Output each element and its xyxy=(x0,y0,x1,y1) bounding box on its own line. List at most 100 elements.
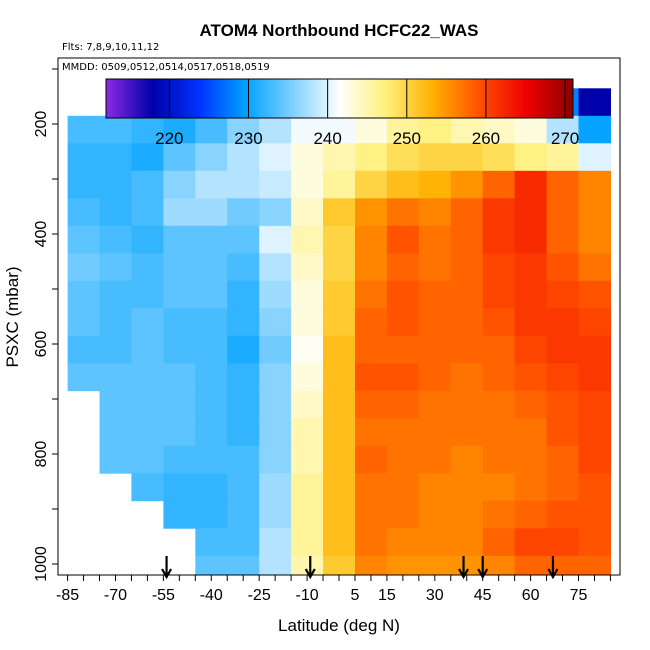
heatmap-cell xyxy=(195,555,228,575)
heatmap-cell xyxy=(418,390,452,419)
heatmap-cell xyxy=(227,198,260,227)
heatmap-cell xyxy=(291,500,324,529)
heatmap-cell xyxy=(131,198,164,227)
heatmap-cell xyxy=(546,418,580,447)
heatmap-cell xyxy=(546,170,580,199)
heatmap-cell xyxy=(259,555,292,575)
flight-marker-arrow-head xyxy=(458,568,469,580)
flight-marker-arrow-head xyxy=(304,568,316,580)
heatmap-cell xyxy=(163,363,196,392)
heatmap-cell xyxy=(386,335,420,364)
heatmap-cell xyxy=(418,445,452,474)
heatmap-cell xyxy=(259,143,292,172)
heatmap-cell xyxy=(99,253,132,282)
heatmap-cell xyxy=(418,170,452,199)
heatmap-cell xyxy=(578,280,611,309)
heatmap-cell xyxy=(482,418,516,447)
heatmap-cell xyxy=(482,170,516,199)
colorbar-tick-label: 260 xyxy=(472,129,500,148)
heatmap-cell xyxy=(355,115,388,144)
heatmap-cell xyxy=(578,308,611,337)
heatmap-cell xyxy=(450,225,484,254)
x-tick-label: 45 xyxy=(474,587,492,604)
heatmap-cell xyxy=(291,473,324,502)
chart-title: ATOM4 Northbound HCFC22_WAS xyxy=(200,21,479,40)
heatmap-cell xyxy=(578,143,611,172)
heatmap-cell xyxy=(546,280,580,309)
heatmap-cell xyxy=(450,445,484,474)
heatmap-cell xyxy=(323,280,356,309)
heatmap-cell xyxy=(386,198,420,227)
heatmap-cell xyxy=(355,198,388,227)
y-axis-title: PSXC (mbar) xyxy=(3,266,22,367)
x-tick-label: 30 xyxy=(426,587,444,604)
heatmap-cell xyxy=(163,473,196,502)
heatmap-cell xyxy=(195,390,228,419)
heatmap-cell xyxy=(131,280,164,309)
heatmap-cell xyxy=(482,528,516,557)
heatmap-cell xyxy=(99,445,132,474)
heatmap-cell xyxy=(386,390,420,419)
heatmap-cell xyxy=(386,253,420,282)
heatmap-cell xyxy=(291,555,324,575)
heatmap-cell xyxy=(163,198,196,227)
heatmap-cell xyxy=(514,198,548,227)
heatmap-cell xyxy=(131,170,164,199)
heatmap-cell xyxy=(195,363,228,392)
heatmap-cell xyxy=(163,418,196,447)
heatmap-cell xyxy=(418,555,452,575)
flight-marker-arrow-head xyxy=(161,568,173,580)
heatmap-cell xyxy=(450,473,484,502)
heatmap-cell xyxy=(450,170,484,199)
heatmap-cell xyxy=(323,335,356,364)
heatmap-cell xyxy=(546,500,580,529)
heatmap-cell xyxy=(514,280,548,309)
heatmap-cell xyxy=(386,170,420,199)
heatmap-cell xyxy=(195,500,228,529)
heatmap-cell xyxy=(131,253,164,282)
heatmap-cell xyxy=(291,225,324,254)
heatmap-cell xyxy=(514,308,548,337)
heatmap-cell xyxy=(546,198,580,227)
flight-markers xyxy=(161,556,559,580)
heatmap-cell xyxy=(195,143,228,172)
heatmap-cell xyxy=(291,528,324,557)
x-tick-label: -70 xyxy=(104,587,127,604)
heatmap-cell xyxy=(291,115,324,144)
heatmap-cell xyxy=(418,143,452,172)
heatmap-cell xyxy=(259,363,292,392)
heatmap-cell xyxy=(323,555,356,575)
heatmap-cell xyxy=(578,555,611,575)
heatmap-cell xyxy=(514,555,548,575)
heatmap-cell xyxy=(482,500,516,529)
heatmap-cell xyxy=(227,500,260,529)
heatmap-cell xyxy=(323,363,356,392)
heatmap-cell xyxy=(482,363,516,392)
heatmap-cell xyxy=(450,363,484,392)
heatmap-cell xyxy=(323,390,356,419)
heatmap-cells xyxy=(67,88,611,575)
heatmap-cell xyxy=(259,225,292,254)
heatmap-cell xyxy=(99,198,132,227)
heatmap-cell xyxy=(418,253,452,282)
heatmap-cell xyxy=(227,473,260,502)
heatmap-cell xyxy=(99,308,132,337)
heatmap-cell xyxy=(259,198,292,227)
heatmap-cell xyxy=(514,418,548,447)
heatmap-cell xyxy=(227,390,260,419)
heatmap-cell xyxy=(418,198,452,227)
heatmap-cell xyxy=(291,280,324,309)
heatmap-cell xyxy=(163,308,196,337)
heatmap-cell xyxy=(227,308,260,337)
heatmap-cell xyxy=(514,253,548,282)
heatmap-cell xyxy=(355,418,388,447)
heatmap-cell xyxy=(514,473,548,502)
heatmap-cell xyxy=(386,308,420,337)
heatmap-cell xyxy=(99,225,132,254)
heatmap-cell xyxy=(482,280,516,309)
heatmap-cell xyxy=(259,280,292,309)
heatmap-cell xyxy=(418,363,452,392)
heatmap-cell xyxy=(578,253,611,282)
heatmap-cell xyxy=(578,88,611,117)
